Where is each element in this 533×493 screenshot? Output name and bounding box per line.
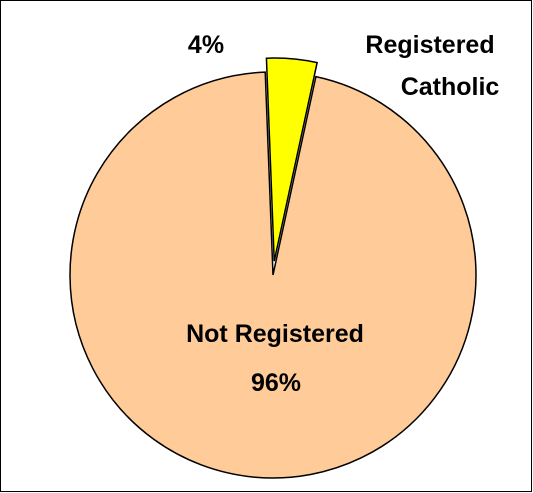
registered-label-line2: Catholic xyxy=(401,73,500,101)
pie-slice-not-registered xyxy=(69,71,477,479)
not-registered-percent-label: 96% xyxy=(251,369,301,397)
registered-percent-label: 4% xyxy=(188,31,224,59)
registered-label-line1: Registered xyxy=(365,31,494,59)
not-registered-label: Not Registered xyxy=(186,320,364,348)
pie-slice-registered-catholic xyxy=(265,57,319,262)
